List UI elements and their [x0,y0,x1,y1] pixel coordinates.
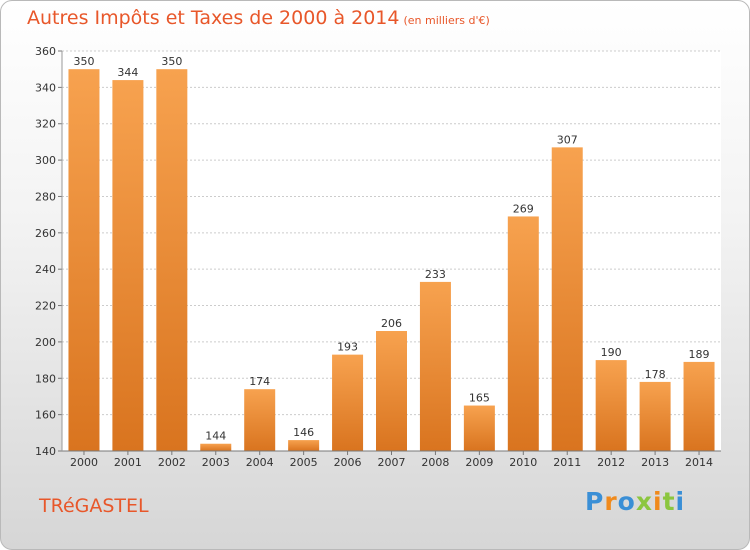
x-tick-label: 2012 [597,456,625,469]
x-tick-label: 2014 [685,456,713,469]
logo-letter: i [675,487,686,516]
x-tick-label: 2000 [70,456,98,469]
bar [156,69,188,451]
bar-value-label: 165 [469,392,490,405]
y-tick-label: 300 [35,154,56,167]
bar-value-label: 206 [381,317,402,330]
logo-letter: x [635,487,653,516]
logo-letter: t [662,487,676,516]
bar-value-label: 178 [645,368,666,381]
bar-value-label: 307 [557,133,578,146]
y-tick-label: 260 [35,227,56,240]
bar-value-label: 344 [117,66,138,79]
chart-unit: (en milliers d'€) [403,14,490,27]
x-tick-label: 2001 [114,456,142,469]
bar [376,331,407,451]
y-tick-label: 200 [35,336,56,349]
bar-value-label: 269 [513,202,534,215]
x-tick-label: 2007 [378,456,406,469]
y-tick-label: 220 [35,300,56,313]
y-tick-label: 320 [35,118,56,131]
bar-value-label: 193 [337,341,358,354]
bar [551,147,583,451]
bar-value-label: 233 [425,268,446,281]
x-tick-label: 2008 [421,456,449,469]
y-axis: 140 160 180 200 220 240 260 280 300 320 340 360 [35,45,62,458]
bar [595,360,627,451]
x-tick-label: 2003 [202,456,230,469]
x-tick-label: 2010 [509,456,537,469]
x-tick-label: 2005 [290,456,318,469]
x-tick-label: 2013 [641,456,669,469]
bar [200,443,232,451]
bar [507,216,539,451]
logo-letter: o [617,487,636,516]
x-axis: 2000 2001 2002 2003 2004 2005 2006 2007 2008 2009… [70,451,713,469]
x-tick-label: 2004 [246,456,274,469]
value-labels: 350 344 350 144 174 146 193 206 233 165 269 307 190 1… [73,55,709,443]
bar [332,354,364,451]
y-tick-label: 280 [35,190,56,203]
logo-letter: i [653,487,663,516]
y-tick-label: 180 [35,372,56,385]
bar [463,405,495,451]
x-tick-label: 2002 [158,456,186,469]
logo-letter: P [585,487,605,516]
bar [244,389,276,451]
logo-letter: r [604,487,618,516]
bar [639,381,671,451]
y-tick-label: 360 [35,45,56,58]
bar-value-label: 350 [73,55,94,68]
bar-value-label: 144 [205,430,226,443]
bar [68,69,100,451]
bar-value-label: 189 [689,348,710,361]
y-tick-label: 160 [35,409,56,422]
x-tick-label: 2009 [465,456,493,469]
chart-title: Autres Impôts et Taxes de 2000 à 2014 (en… [27,7,490,29]
chart-title-text: Autres Impôts et Taxes de 2000 à 2014 [27,7,400,29]
city-name: TRéGASTEL [39,495,149,517]
x-tick-label: 2011 [553,456,581,469]
bar-value-label: 174 [249,375,270,388]
bar [683,361,715,451]
bar-value-label: 146 [293,426,314,439]
bars [68,69,715,451]
bar [112,80,144,451]
y-tick-label: 340 [35,81,56,94]
y-tick-label: 240 [35,263,56,276]
x-tick-label: 2006 [334,456,362,469]
bar-value-label: 350 [161,55,182,68]
bar [419,281,451,451]
bar [288,440,320,451]
y-tick-label: 140 [35,445,56,458]
bar-value-label: 190 [601,346,622,359]
proxiti-logo: Proxiti [585,487,685,516]
